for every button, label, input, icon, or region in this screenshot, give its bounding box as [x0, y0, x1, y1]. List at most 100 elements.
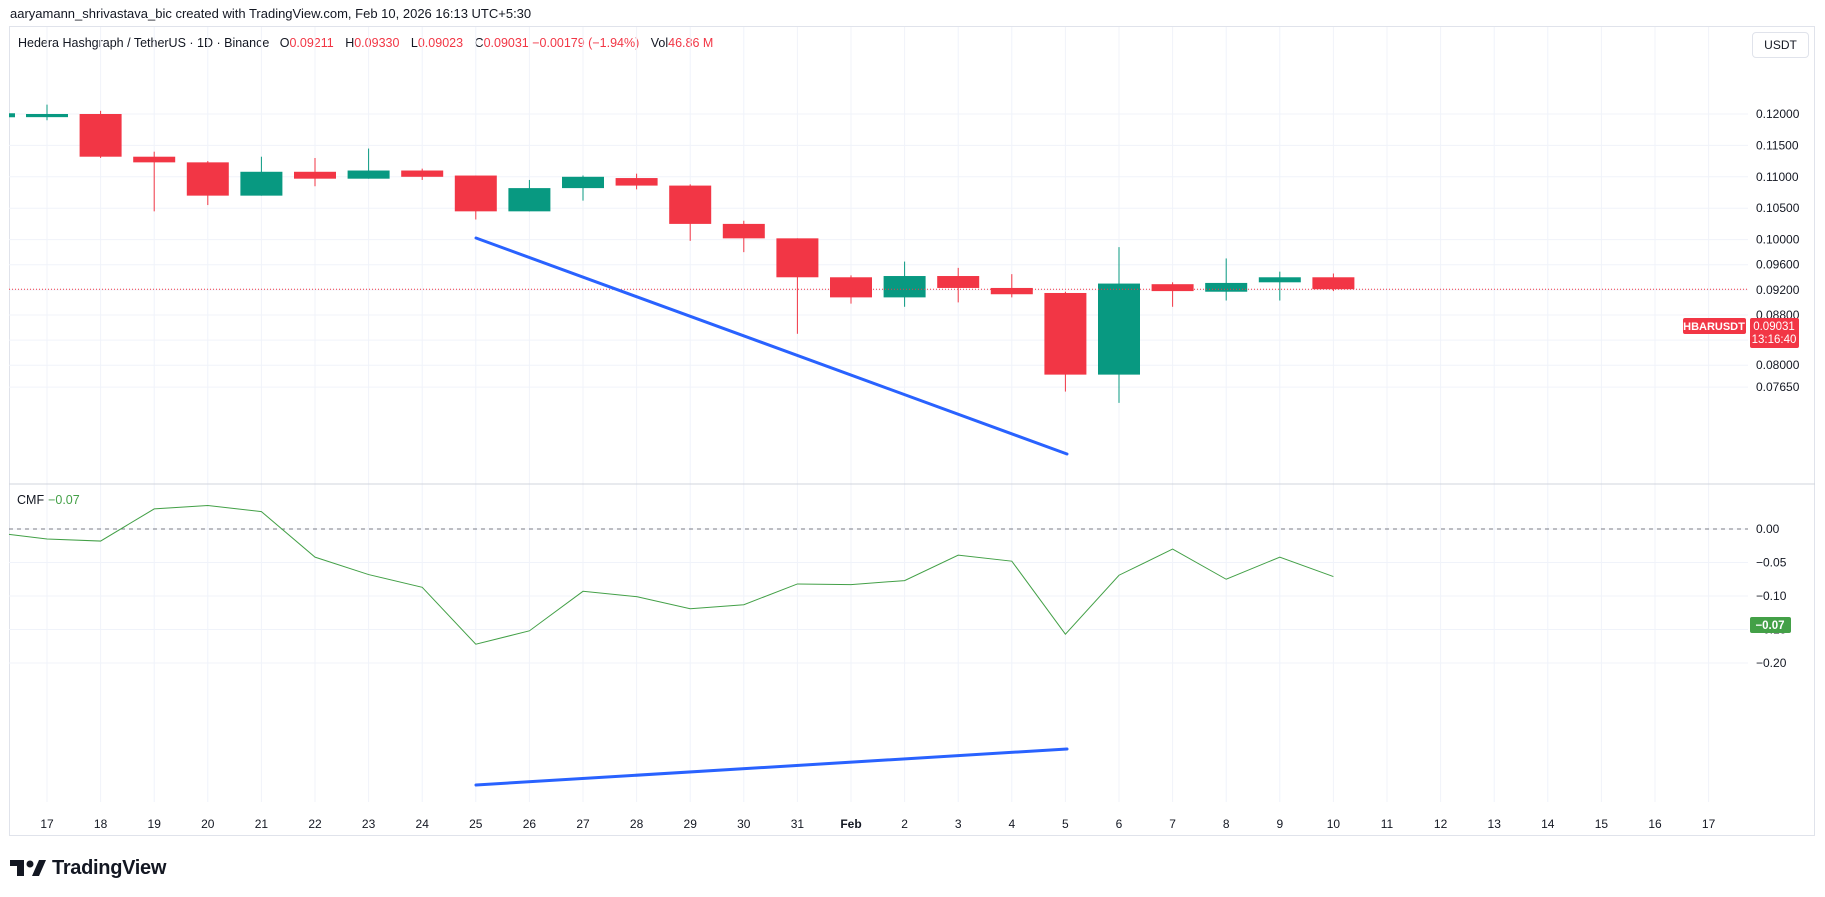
cmf-legend[interactable]: CMF −0.07: [17, 493, 80, 507]
candle: [937, 267, 980, 303]
time-tick-label: 3: [955, 817, 962, 831]
time-tick-label: 29: [684, 817, 698, 831]
candle-body: [454, 175, 497, 212]
price-tick-label: 0.09600: [1756, 258, 1800, 272]
candle-body: [1258, 277, 1301, 283]
time-tick-label: 23: [362, 817, 376, 831]
candle-body: [1151, 284, 1194, 292]
time-tick-label: 10: [1327, 817, 1341, 831]
candle-body: [294, 171, 336, 179]
time-tick-label: 30: [737, 817, 751, 831]
candle-body: [401, 170, 444, 177]
candle-body: [240, 171, 283, 196]
cmf-line: [8, 505, 1334, 645]
time-tick-label: 17: [40, 817, 54, 831]
price-tick-label: 0.10000: [1756, 233, 1800, 247]
candle: [26, 104, 68, 121]
cmf-trendline[interactable]: [474, 747, 1069, 787]
candle: [562, 175, 604, 201]
candle-body: [1205, 282, 1248, 292]
candle-body: [1098, 283, 1140, 375]
cmf-tick-label: −0.05: [1756, 556, 1787, 570]
close-label: C: [474, 36, 484, 50]
time-tick-label: 22: [308, 817, 322, 831]
chart-frame: [9, 26, 1815, 836]
candle-partial: [9, 113, 15, 118]
cmf-tick-label: −0.20: [1756, 656, 1787, 670]
candle-body: [186, 162, 229, 196]
candle-body: [1312, 277, 1355, 290]
price-tick-label: 0.10500: [1756, 201, 1800, 215]
time-tick-label: 13: [1488, 817, 1502, 831]
candle-body: [937, 276, 980, 288]
price-axis: 0.12000 0.11500 0.11000 0.10500 0.10000 0.096…: [1756, 107, 1800, 394]
time-tick-label: 12: [1434, 817, 1448, 831]
candle: [1258, 271, 1301, 301]
symbol-header: Hedera Hashgraph / TetherUS · 1D · Binan…: [18, 36, 721, 50]
cmf-name: CMF: [17, 493, 45, 507]
cmf-tick-label: −0.10: [1756, 589, 1787, 603]
tradingview-logo[interactable]: TradingView: [10, 856, 166, 880]
candle-body: [990, 287, 1033, 295]
time-tick-label: 26: [523, 817, 537, 831]
time-tick-label: 15: [1595, 817, 1609, 831]
tradingview-logo-text: TradingView: [52, 856, 167, 879]
price-badge: HBARUSDT 0.09031 13:16:40: [1683, 318, 1799, 348]
high-label: H: [345, 36, 355, 50]
price-tick-label: 0.11500: [1756, 138, 1799, 152]
low-label: L: [410, 36, 418, 50]
candle: [240, 156, 283, 196]
time-tick-label: 31: [791, 817, 805, 831]
candle: [615, 173, 658, 190]
symbol-badge-bg: [1683, 318, 1746, 334]
tradingview-logo-icon: [10, 860, 46, 876]
price-badge-bg: [1750, 318, 1799, 348]
chart-credit: aaryamann_shrivastava_bic created with T…: [10, 6, 532, 21]
time-tick-label: 14: [1541, 817, 1555, 831]
price-tick-label: 0.07650: [1756, 380, 1800, 394]
price-trendline[interactable]: [474, 236, 1069, 456]
candle-body: [562, 176, 604, 189]
candle: [722, 220, 765, 253]
candle-body: [508, 188, 551, 212]
grid-lines: [9, 27, 1748, 802]
time-axis: 17 18 19 20 21 22 23 24 25 26 27 28 29 30 31 Feb 2 3 4 5 6 7 8…: [40, 817, 1715, 831]
price-tick-label: 0.12000: [1756, 107, 1800, 121]
candle: [776, 238, 819, 334]
candle: [1098, 247, 1140, 403]
time-tick-label: 2: [901, 817, 908, 831]
cmf-badge: −0.07: [1750, 617, 1791, 633]
candle-body: [347, 170, 390, 179]
time-tick-label: 18: [94, 817, 108, 831]
open-value: 0.09211: [289, 36, 334, 50]
symbol-name[interactable]: Hedera Hashgraph / TetherUS · 1D · Binan…: [18, 36, 270, 50]
candle: [830, 275, 872, 304]
volume-label: Vol: [650, 36, 669, 50]
time-tick-label: 5: [1062, 817, 1069, 831]
time-tick-label: 20: [201, 817, 215, 831]
time-tick-label: 6: [1116, 817, 1123, 831]
currency-button[interactable]: USDT: [1752, 32, 1809, 58]
candle: [294, 157, 336, 187]
cmf-tick-label: 0.00: [1756, 522, 1780, 536]
candle: [79, 110, 122, 158]
time-tick-label: 24: [416, 817, 430, 831]
volume-value: 46.86 M: [668, 36, 714, 50]
candle: [454, 175, 497, 220]
time-tick-label: 16: [1648, 817, 1662, 831]
price-badge-countdown: 13:16:40: [1752, 334, 1797, 346]
candle-body: [776, 238, 819, 278]
price-tick-label: 0.11000: [1756, 170, 1799, 184]
price-tick-label: 0.09200: [1756, 283, 1800, 297]
time-tick-label: 17: [1702, 817, 1716, 831]
candle-body: [830, 277, 872, 298]
low-value: 0.09023: [417, 36, 464, 50]
time-tick-label: 27: [576, 817, 590, 831]
time-tick-label: 21: [255, 817, 269, 831]
cmf-axis: 0.00−0.05−0.10−0.15−0.20: [1756, 522, 1787, 670]
candles: [9, 104, 1355, 403]
candle-body: [883, 276, 926, 298]
candle-body: [722, 223, 765, 239]
candle: [133, 151, 176, 212]
